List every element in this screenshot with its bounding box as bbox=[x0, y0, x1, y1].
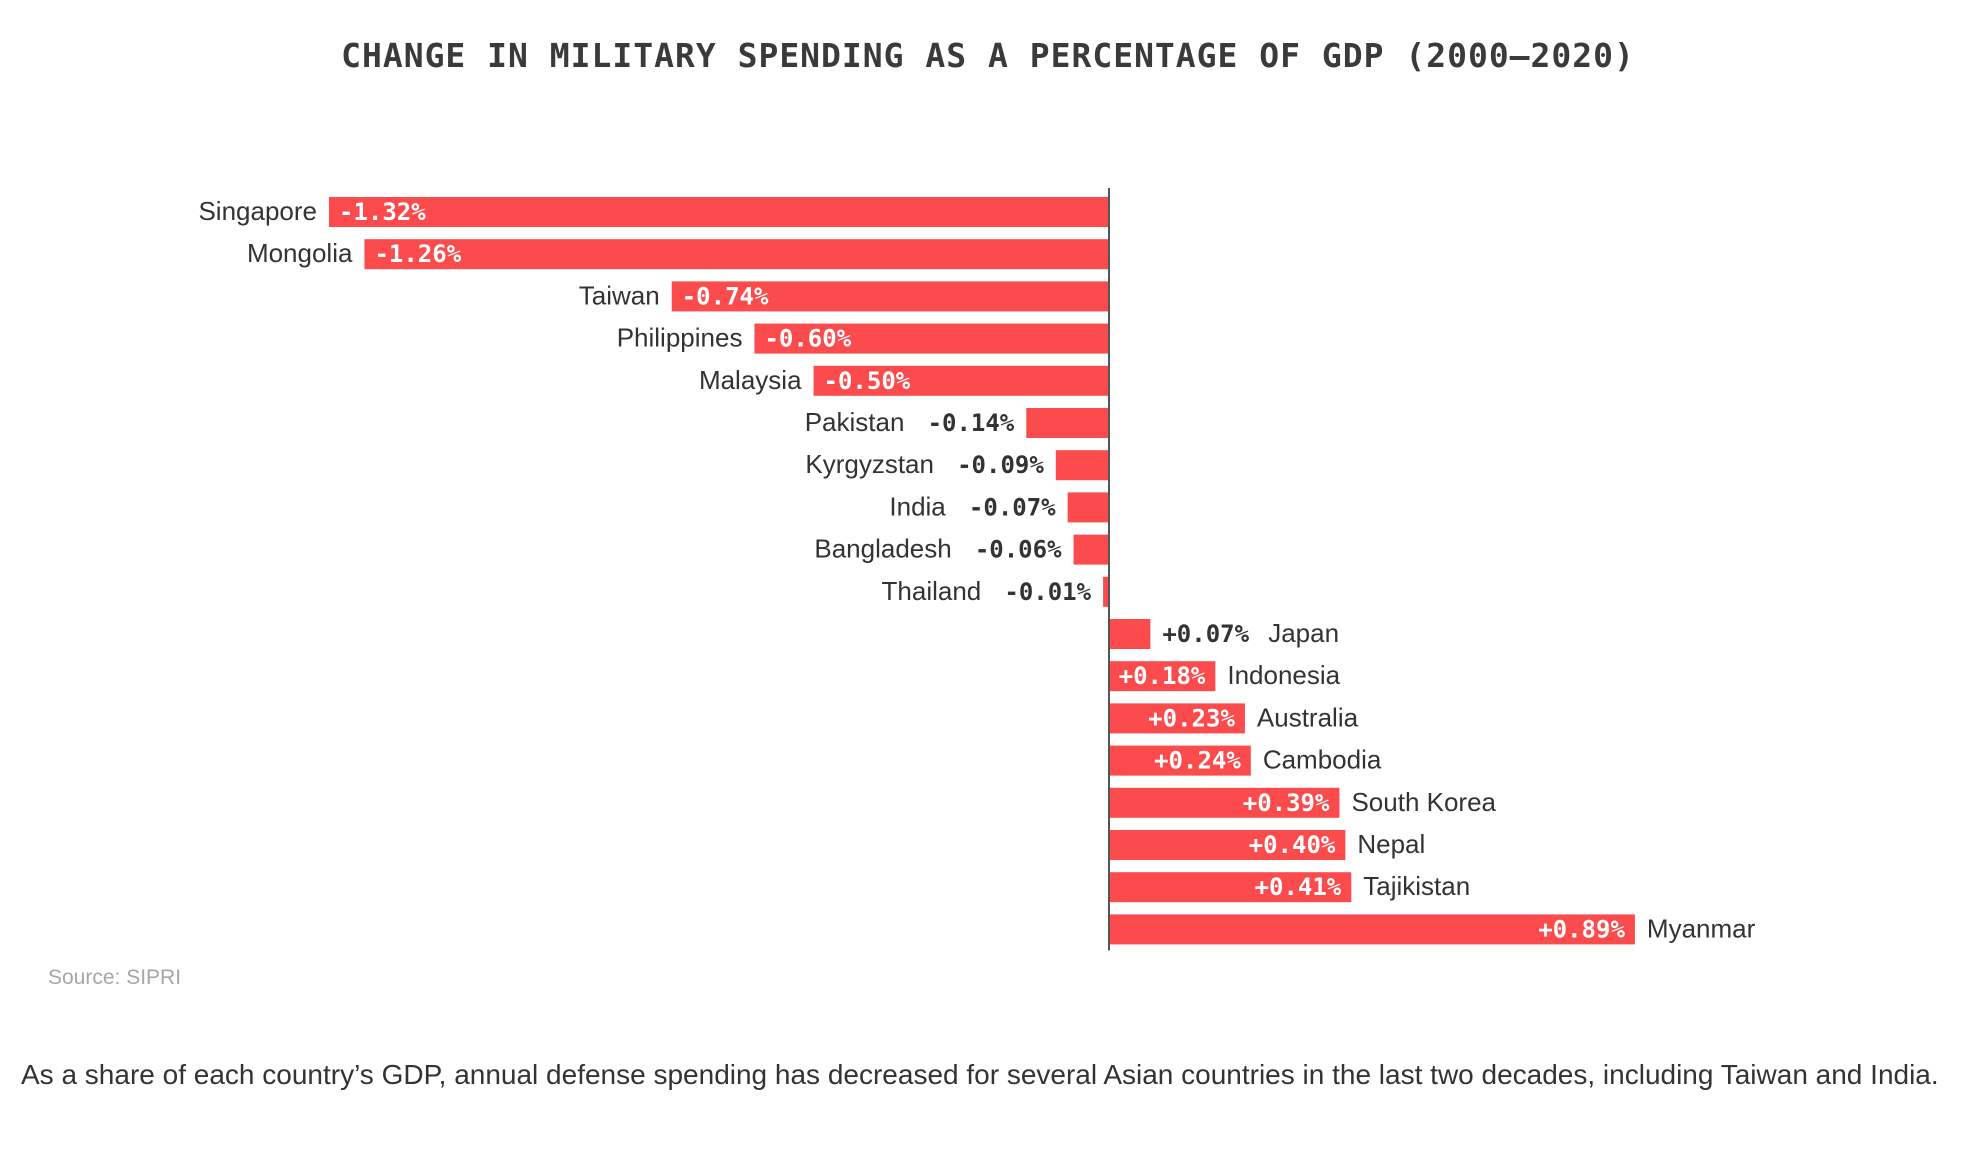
bar-cambodia bbox=[1109, 745, 1251, 776]
value-label: +0.89% bbox=[1538, 915, 1625, 943]
bar-japan bbox=[1109, 619, 1151, 649]
category-label: Indonesia bbox=[1227, 660, 1340, 690]
bar-mongolia bbox=[364, 239, 1109, 270]
category-label: Mongolia bbox=[247, 238, 353, 268]
bar-nepal bbox=[1109, 830, 1346, 860]
category-label: South Korea bbox=[1351, 787, 1496, 817]
bar-india bbox=[1067, 492, 1109, 523]
category-label: Myanmar bbox=[1647, 913, 1756, 943]
category-label: Thailand bbox=[882, 576, 982, 606]
bar-philippines bbox=[754, 323, 1109, 354]
bar-thailand bbox=[1103, 576, 1109, 607]
category-label: Philippines bbox=[617, 323, 743, 353]
category-label: Cambodia bbox=[1263, 745, 1382, 775]
bar-tajikistan bbox=[1109, 872, 1352, 903]
source-note: Source: SIPRI bbox=[48, 966, 182, 989]
value-label: +0.18% bbox=[1119, 662, 1206, 690]
bar-south-korea bbox=[1109, 787, 1340, 818]
category-label: Japan bbox=[1268, 618, 1339, 648]
bar-indonesia bbox=[1109, 661, 1216, 692]
value-label: -0.14% bbox=[928, 409, 1015, 437]
caption: As a share of each country’s GDP, annual… bbox=[21, 1059, 1939, 1090]
bar-bangladesh bbox=[1073, 534, 1109, 565]
category-label: Pakistan bbox=[805, 407, 905, 437]
category-label: Malaysia bbox=[699, 365, 802, 395]
value-label: -1.26% bbox=[374, 240, 461, 268]
chart-title: CHANGE IN MILITARY SPENDING AS A PERCENT… bbox=[341, 36, 1635, 75]
value-label: +0.07% bbox=[1162, 620, 1249, 648]
value-label: -0.74% bbox=[682, 282, 769, 310]
category-label: Kyrgyzstan bbox=[805, 449, 934, 479]
category-label: Singapore bbox=[198, 196, 317, 226]
value-label: +0.41% bbox=[1255, 873, 1342, 901]
category-label: Taiwan bbox=[579, 280, 660, 310]
category-label: Australia bbox=[1257, 702, 1359, 732]
value-label: +0.23% bbox=[1148, 704, 1235, 732]
category-label: Bangladesh bbox=[814, 534, 951, 564]
bar-taiwan bbox=[671, 281, 1109, 312]
value-label: +0.24% bbox=[1154, 747, 1241, 775]
bar-kyrgyzstan bbox=[1055, 450, 1109, 481]
category-label: Tajikistan bbox=[1363, 871, 1470, 901]
category-label: India bbox=[889, 491, 946, 521]
bar-singapore bbox=[329, 197, 1109, 227]
value-label: -0.07% bbox=[969, 493, 1056, 521]
value-label: -0.50% bbox=[824, 367, 911, 395]
category-label: Nepal bbox=[1357, 829, 1425, 859]
bar-myanmar bbox=[1109, 914, 1635, 945]
value-label: -1.32% bbox=[339, 198, 426, 226]
value-label: -0.09% bbox=[957, 451, 1044, 479]
bar-chart: -1.32% Singapore -1.26% Mongolia -0.74% Taiwa… bbox=[198, 188, 1756, 951]
bar-malaysia bbox=[813, 365, 1109, 396]
bar-australia bbox=[1109, 703, 1245, 734]
value-label: +0.40% bbox=[1249, 831, 1336, 859]
value-label: -0.06% bbox=[975, 536, 1062, 564]
value-label: -0.60% bbox=[764, 325, 851, 353]
value-label: +0.39% bbox=[1243, 789, 1330, 817]
value-label: -0.01% bbox=[1004, 578, 1091, 606]
bar-pakistan bbox=[1026, 408, 1109, 438]
